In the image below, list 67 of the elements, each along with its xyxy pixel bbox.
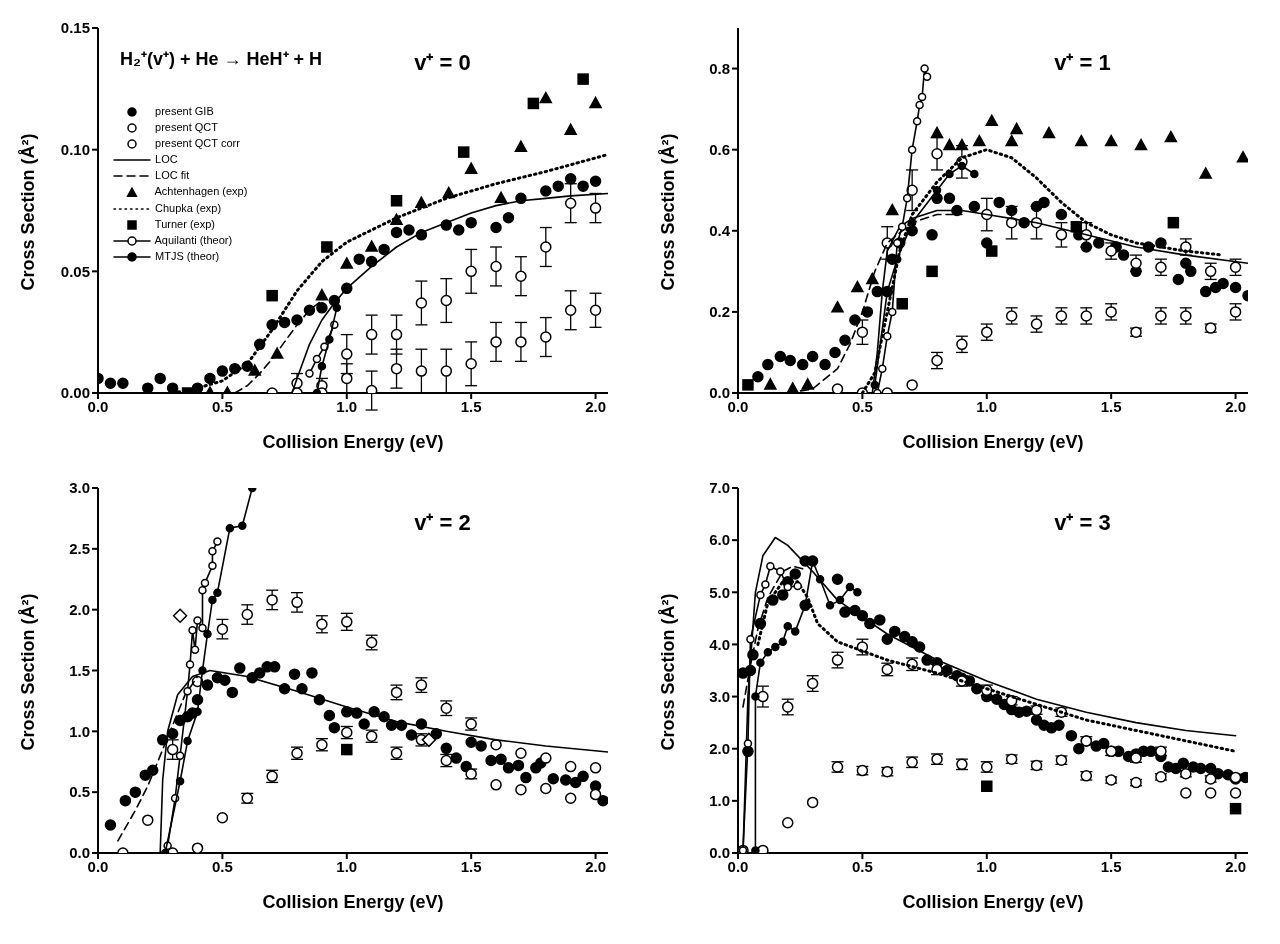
x-tick-label: 2.0	[1225, 397, 1246, 415]
y-tick-label: 3.0	[709, 687, 730, 705]
y-axis-title: Cross Section (Å²)	[658, 593, 679, 751]
x-tick-label: 0.0	[727, 857, 749, 875]
y-tick-label: 1.5	[69, 661, 90, 679]
y-tick-label: 7.0	[709, 479, 730, 497]
x-tick-label: 0.0	[727, 397, 749, 415]
legend-label: Achtenhagen (exp)	[154, 185, 248, 198]
y-tick-label: 0.6	[709, 140, 730, 158]
legend-label: Chupka (exp)	[155, 201, 222, 214]
y-tick-label: 0.00	[60, 384, 90, 402]
x-tick-label: 1.0	[976, 397, 998, 415]
legend-label: present QCT	[155, 121, 219, 134]
y-tick-label: 5.0	[709, 583, 730, 601]
y-tick-label: 0.0	[709, 844, 730, 862]
legend-label: MTJS (theor)	[155, 249, 220, 262]
x-tick-label: 2.0	[1225, 857, 1246, 875]
x-tick-label: 1.0	[336, 857, 358, 875]
y-tick-label: 4.0	[709, 635, 730, 653]
x-tick-label: 0.5	[211, 397, 233, 415]
y-tick-label: 2.0	[709, 740, 730, 758]
y-tick-label: 3.0	[69, 479, 90, 497]
x-tick-label: 1.0	[336, 397, 358, 415]
y-tick-label: 0.0	[709, 384, 730, 402]
y-tick-label: 0.4	[709, 222, 731, 240]
legend-label: Aquilanti (theor)	[154, 233, 233, 246]
x-axis-title: Collision Energy (eV)	[902, 432, 1084, 452]
x-tick-label: 1.5	[460, 397, 482, 415]
x-tick-label: 2.0	[585, 857, 606, 875]
x-tick-label: 0.5	[851, 397, 873, 415]
y-tick-label: 2.0	[69, 600, 90, 618]
y-tick-label: 0.15	[60, 19, 90, 37]
x-tick-label: 1.5	[460, 857, 482, 875]
y-axis-title: Cross Section (Å²)	[18, 133, 39, 291]
x-tick-label: 0.0	[87, 397, 109, 415]
x-tick-label: 0.5	[211, 857, 233, 875]
y-tick-label: 1.0	[69, 722, 90, 740]
x-tick-label: 1.5	[1100, 397, 1122, 415]
y-tick-label: 0.8	[709, 59, 730, 77]
legend-label: LOC fit	[155, 169, 190, 182]
y-tick-label: 0.0	[69, 844, 90, 862]
annotation: v⁺ = 1	[1054, 49, 1111, 76]
y-tick-label: 0.2	[709, 303, 730, 321]
legend-label: Turner (exp)	[154, 217, 215, 230]
y-axis-title: Cross Section (Å²)	[18, 593, 39, 751]
y-tick-label: 2.5	[69, 540, 90, 558]
x-tick-label: 1.0	[976, 857, 998, 875]
legend-label: LOC	[155, 153, 178, 166]
x-tick-label: 0.5	[851, 857, 873, 875]
x-tick-label: 1.5	[1100, 857, 1122, 875]
legend-label: present QCT corr	[155, 137, 240, 150]
x-tick-label: 0.0	[87, 857, 109, 875]
legend-label: present GIB	[155, 105, 214, 117]
x-axis-title: Collision Energy (eV)	[902, 892, 1084, 912]
y-tick-label: 0.05	[60, 262, 90, 280]
y-axis-title: Cross Section (Å²)	[658, 133, 679, 291]
y-tick-label: 0.5	[69, 783, 90, 801]
y-tick-label: 6.0	[709, 531, 730, 549]
annotation: v⁺ = 2	[414, 509, 471, 536]
annotation: H₂⁺(v⁺) + He → HeH⁺ + H	[120, 48, 323, 70]
annotation: v⁺ = 3	[1054, 509, 1111, 536]
annotation: v⁺ = 0	[414, 49, 471, 76]
y-tick-label: 0.10	[60, 140, 90, 158]
y-tick-label: 1.0	[709, 792, 730, 810]
x-tick-label: 2.0	[585, 397, 606, 415]
x-axis-title: Collision Energy (eV)	[262, 892, 444, 912]
x-axis-title: Collision Energy (eV)	[262, 432, 444, 452]
